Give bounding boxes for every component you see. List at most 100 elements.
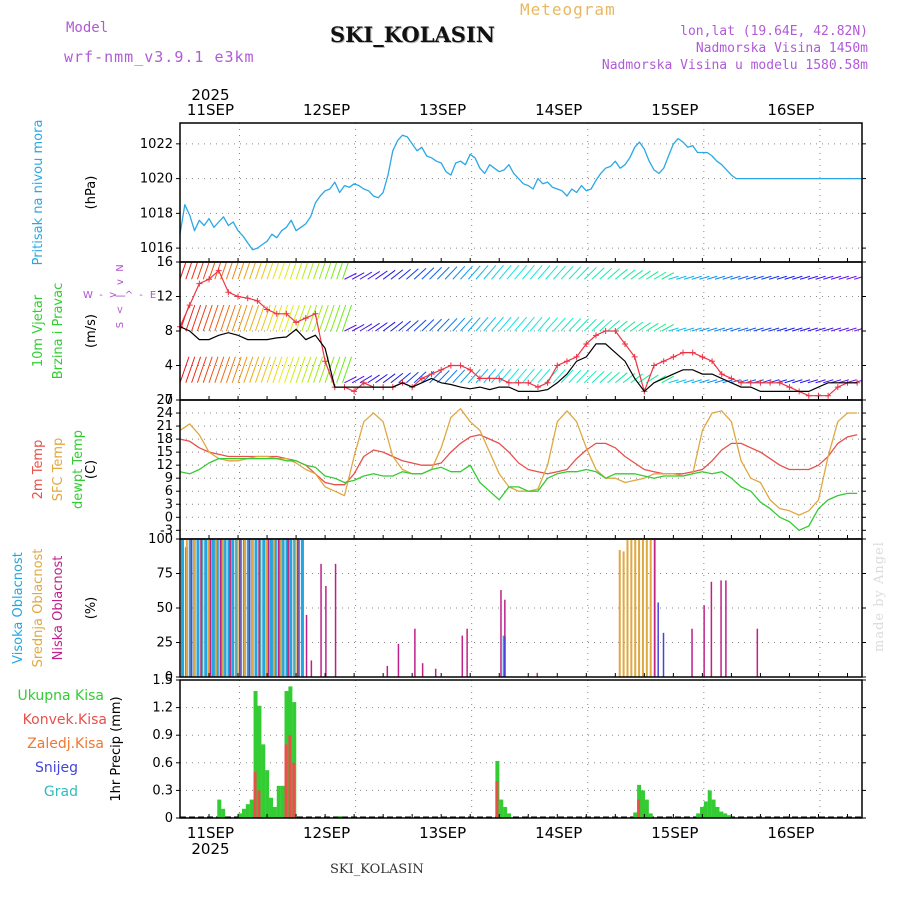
wind-barb: [823, 275, 834, 280]
wind-barb: [622, 269, 636, 280]
wind-barb: [691, 379, 702, 384]
wind-gust-marker: [196, 280, 203, 287]
clouds-ylabel: (%): [84, 597, 99, 620]
wind-barb: [208, 262, 216, 280]
wind-barb: [691, 275, 702, 280]
wind-barb: [683, 275, 695, 280]
wind-barb: [683, 379, 695, 384]
wind-barb: [202, 262, 210, 280]
wind-barb: [406, 320, 419, 332]
precip-ytick-label: 0.9: [152, 728, 173, 743]
cloud-bar-2: [258, 539, 260, 677]
dir-north: N: [115, 264, 126, 271]
wind-barb: [707, 327, 718, 332]
cloud-bar-1: [634, 539, 637, 677]
wind-barb: [854, 328, 862, 332]
wind-barb: [529, 368, 543, 384]
altitude-info: Nadmorska Visina 1450m: [695, 41, 868, 56]
temperature-ytick-label: 0: [165, 510, 173, 525]
precip-bar-0: [269, 797, 274, 818]
dir-dash-w: -: [99, 290, 103, 301]
cloud-bar-2: [277, 539, 280, 677]
wind-barb: [560, 266, 574, 280]
wind-barb: [815, 379, 826, 384]
wind-barb: [553, 265, 566, 280]
dir-arrow-n: v: [115, 279, 126, 285]
wind-gust-marker: [670, 353, 677, 360]
cloud-bar-1: [622, 551, 625, 677]
temperature-ytick-label: 3: [165, 497, 173, 512]
wind-barb: [307, 262, 315, 280]
wind-barbs: [180, 262, 862, 384]
cloud-title-1: Srednja Oblacnost: [31, 549, 46, 668]
cloud-bar-2: [720, 580, 722, 677]
wind-barb: [529, 265, 543, 280]
temp-title-2: dewpt Temp: [71, 430, 86, 509]
wind-gust-marker: [438, 366, 445, 373]
wind-barb: [584, 370, 597, 384]
wind-barb: [382, 321, 396, 332]
wind-gust-marker: [534, 384, 541, 391]
wind-barb: [196, 356, 207, 383]
wind-gust-marker: [689, 349, 696, 356]
wind-barb: [861, 382, 862, 383]
wind-barb: [313, 262, 320, 280]
wind-barb: [196, 304, 207, 332]
wind-barb: [214, 262, 222, 280]
wind-barb: [367, 322, 380, 332]
wind-barb: [289, 304, 300, 332]
wind-barb: [753, 275, 764, 280]
wind-barb: [846, 275, 857, 280]
cloud-bar-1: [193, 539, 196, 677]
cloud-bar-1: [251, 539, 254, 677]
model-name: wrf-nmm_v3.9.1 e3km: [64, 48, 255, 66]
precip-bar-0: [217, 799, 222, 818]
wind-barb: [180, 262, 187, 280]
wind-gust-marker: [206, 276, 213, 283]
wind-barb: [607, 371, 620, 384]
wind-barb: [846, 327, 857, 332]
wind-barb: [545, 317, 559, 332]
cloud-bar-2: [710, 581, 713, 677]
wind-barb: [196, 262, 204, 280]
precip-bar-0: [280, 785, 285, 818]
temperature-ytick-label: -3: [160, 523, 173, 538]
cloud-bar-0: [281, 539, 285, 677]
wind-gust-marker: [583, 340, 590, 347]
cloud-bar-2: [466, 628, 468, 677]
wind-ytick-label: 4: [165, 359, 173, 374]
clouds-frame: [179, 538, 863, 678]
wind-barb: [653, 323, 667, 332]
wind-barb: [498, 264, 512, 280]
wind-barb: [560, 369, 574, 384]
wind-barb: [467, 368, 481, 384]
wind-barb: [301, 262, 309, 280]
wind-barb: [444, 266, 458, 280]
wind-barb: [792, 379, 803, 384]
wind-barb: [398, 372, 411, 384]
wind-barb: [807, 379, 818, 384]
precip-bar-0: [719, 811, 724, 818]
wind-barb: [344, 376, 357, 384]
wind-barb: [514, 368, 528, 384]
wind-barb: [231, 304, 242, 332]
wind-barb: [220, 262, 228, 280]
cloud-bar-0: [188, 539, 192, 677]
temperature-ylabel: (C): [84, 460, 99, 479]
wind-gust-marker: [834, 384, 841, 391]
precip-bar-0: [257, 705, 262, 818]
precip-ytick-label: 1.2: [152, 701, 173, 716]
wind-barb: [284, 262, 291, 280]
cloud-bar-1: [626, 539, 629, 677]
wind-barb: [214, 356, 225, 383]
cloud-bar-2: [461, 635, 464, 677]
precip-bar-0: [503, 806, 508, 818]
cloud-bar-1: [280, 539, 283, 677]
wind-barb: [691, 327, 702, 332]
pressure-ylabel: (hPa): [84, 176, 99, 210]
wind-ytick-label: 8: [165, 324, 173, 339]
wind-barb: [237, 262, 245, 280]
cloud-bar-2: [703, 605, 705, 677]
cloud-bar-2: [500, 590, 502, 677]
